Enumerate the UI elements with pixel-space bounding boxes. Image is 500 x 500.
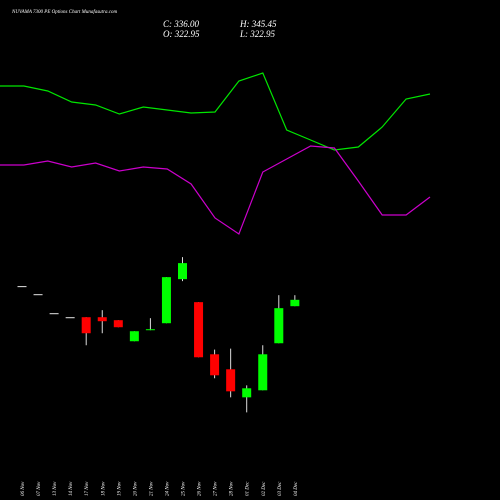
x-tick-label: 28 Nov [230, 481, 235, 496]
x-tick-label: 07 Nov [37, 481, 42, 496]
candle-body [49, 313, 59, 315]
candle-body [161, 277, 171, 324]
x-tick-label: 24 Nov [165, 481, 170, 496]
candle-body [33, 294, 43, 296]
candle-body [290, 299, 300, 307]
x-tick-label: 02 Dec [262, 481, 267, 496]
close-label: C: 336.00 [163, 19, 200, 29]
candle-body [210, 354, 220, 376]
x-tick-label: 06 Nov [21, 481, 26, 496]
x-tick-label: 18 Nov [101, 481, 106, 496]
candle-body [194, 302, 204, 358]
low-label: L: 322.95 [239, 29, 276, 39]
candle-body [81, 317, 91, 334]
indicator-line [0, 72, 431, 151]
open-label: O: 322.95 [163, 29, 200, 39]
candle-body [113, 320, 123, 328]
chart-title: NUVAMA 7300 PE Options Chart Munafasutra… [11, 10, 117, 15]
x-tick-label: 26 Nov [198, 481, 203, 496]
high-label: H: 345.45 [239, 19, 277, 29]
candle-body [97, 317, 107, 322]
x-tick-label: 20 Nov [133, 481, 138, 496]
candle-body [129, 331, 139, 342]
x-tick-label: 14 Nov [69, 481, 74, 496]
x-tick-label: 27 Nov [214, 481, 219, 496]
indicator-line [0, 145, 431, 235]
candle-body [226, 369, 236, 392]
x-tick-label: 25 Nov [182, 481, 187, 496]
candle-body [65, 317, 75, 319]
x-tick-label: 04 Dec [294, 481, 299, 496]
x-tick-label: 19 Nov [117, 481, 122, 496]
x-tick-label: 21 Nov [149, 481, 154, 496]
x-tick-label: 13 Nov [53, 481, 58, 496]
x-tick-label: 17 Nov [85, 481, 90, 496]
candle-body [17, 286, 27, 288]
x-tick-label: 01 Dec [246, 481, 251, 496]
candle-body [242, 388, 252, 398]
candle-body [178, 263, 187, 280]
x-tick-label: 03 Dec [278, 481, 283, 496]
candle-body [274, 308, 284, 344]
candle-body [145, 329, 155, 331]
candle-body [258, 354, 268, 391]
